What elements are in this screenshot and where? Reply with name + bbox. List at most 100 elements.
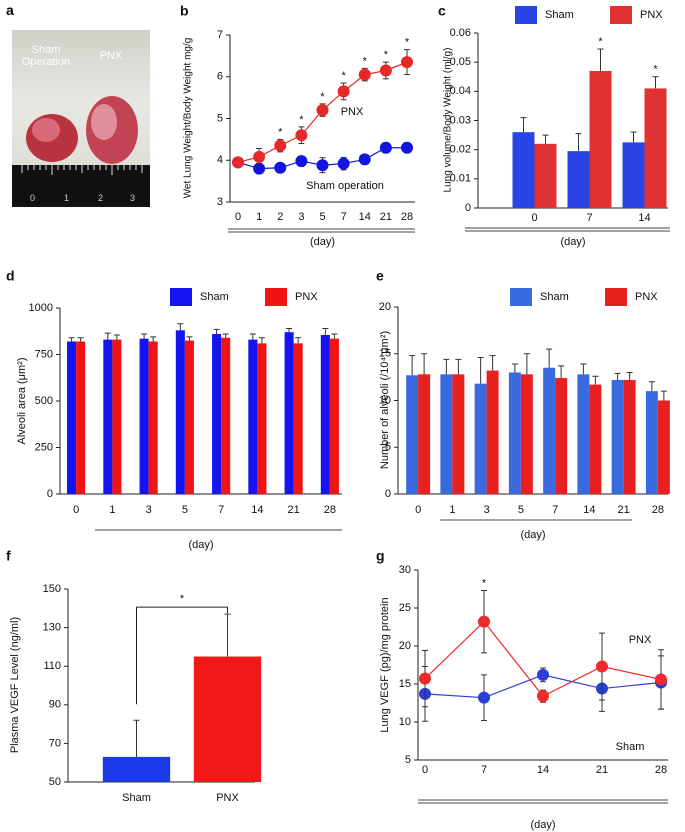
y-tick-label: 0.01 [450,173,471,185]
legend-swatch [610,6,632,24]
error-bar [249,333,256,340]
significance: * [384,49,389,61]
point [232,156,244,169]
error-bar [592,375,599,385]
y-tick-label: 5 [405,754,411,766]
x-tick-label: 14 [537,764,549,776]
series-label: PNX [629,634,652,646]
panel-label: g [376,548,385,564]
legend-label: Sham [545,9,574,21]
point [295,155,308,168]
photo: Sham Operation PNX 0 1 2 3 [12,30,150,207]
bar [221,337,231,494]
significance: * [180,593,185,605]
error-bar [133,719,140,757]
error-bar [477,356,484,384]
y-tick-label: 0 [465,202,471,214]
point [478,691,490,704]
y-tick-label: 5 [217,112,223,124]
y-tick-label: 110 [43,660,61,672]
legend-swatch [605,288,627,306]
bar [175,330,185,494]
x-tick-label: Sham [122,792,151,804]
x-tick-label: 28 [652,504,664,516]
point [316,104,329,117]
y-tick-label: 750 [35,348,53,360]
point [337,85,350,98]
point [596,660,608,673]
y-axis-label: Alveoli area (μm²) [16,357,28,444]
x-tick-label: 3 [146,504,152,516]
error-bar [150,336,157,342]
significance-bracket [136,606,228,705]
point [537,690,549,703]
y-tick-label: 25 [399,602,411,614]
error-bar [648,381,655,392]
bar [440,374,453,494]
y-tick-label: 0.04 [450,85,471,97]
bar [520,374,533,494]
panel-label: c [438,3,446,19]
x-tick-label: 1 [256,211,262,223]
error-bar [421,353,428,375]
bar [406,375,419,494]
y-tick-label: 0.02 [450,144,471,156]
point [401,56,413,69]
bar [611,379,624,494]
point [274,139,287,152]
significance: * [341,70,346,82]
bar [589,70,612,209]
significance: * [363,55,368,67]
significance: * [482,577,487,589]
point [358,68,371,81]
point [295,129,308,142]
bar [534,143,557,208]
error-bar [575,133,582,152]
error-bar [258,337,265,344]
bar [622,142,645,208]
y-tick-label: 5 [385,441,391,453]
error-bar [295,337,302,344]
x-axis-label: (day) [188,539,213,551]
y-tick-label: 15 [379,348,391,360]
panel-label: f [6,548,11,564]
bar [284,332,294,494]
error-bar [331,333,338,339]
x-tick-label: 14 [638,212,650,224]
ruler-number: 3 [130,193,136,203]
x-tick-label: 14 [359,211,371,223]
x-axis-label: (day) [310,236,335,248]
bar [329,338,339,494]
y-tick-label: 150 [43,583,61,595]
bar [555,378,568,494]
y-tick-label: 10 [379,394,391,406]
y-tick-label: 6 [217,71,223,83]
x-tick-label: 0 [422,764,428,776]
ruler-number: 2 [98,193,104,203]
x-tick-label: 5 [518,504,524,516]
x-tick-label: 7 [481,764,487,776]
bar [589,384,602,494]
photo-text: Sham Operation [21,44,71,68]
error-bar [489,355,496,371]
bar [257,343,267,494]
series-label: Sham [616,741,645,753]
y-axis-label: Lung VEGF (pg)/mg protein [379,597,391,732]
point [379,64,392,77]
error-bar [113,334,120,340]
y-axis-label: Lung volume/Body Weight (ml/g) [443,48,454,193]
x-tick-label: 1 [449,504,455,516]
bar [102,756,171,782]
y-tick-label: 15 [399,678,411,690]
ruler-ticks [21,165,143,175]
point [537,668,549,681]
x-tick-label: PNX [216,792,239,804]
significance: * [653,64,658,76]
error-bar [523,353,530,375]
x-tick-label: 7 [586,212,592,224]
error-bar [455,358,462,375]
error-bar [224,613,231,657]
y-axis-label: Wet Lung Weight/Body Weight mg/g [183,38,194,199]
